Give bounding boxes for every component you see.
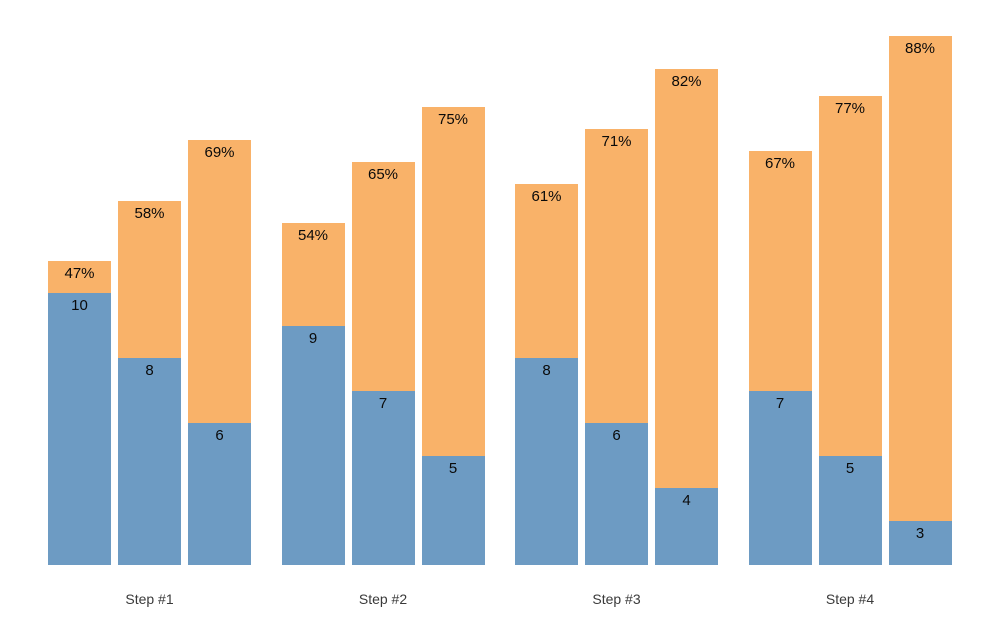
stacked-bar: 77% 5 xyxy=(818,96,882,565)
percent-label: 58% xyxy=(134,204,165,222)
orange-top-segment: 82% xyxy=(655,68,718,488)
blue-bottom-segment: 8 xyxy=(515,358,578,565)
value-label: 10 xyxy=(71,297,88,314)
stacked-bar: 71% 6 xyxy=(585,129,648,565)
value-label: 4 xyxy=(682,492,691,509)
orange-top-segment: 58% xyxy=(118,200,181,358)
orange-top-segment: 75% xyxy=(421,107,485,456)
stacked-bar: 75% 5 xyxy=(421,107,485,565)
value-label: 5 xyxy=(845,459,855,477)
percent-label: 75% xyxy=(437,111,469,128)
value-label: 3 xyxy=(915,524,925,542)
category-label: Step #3 xyxy=(592,591,641,607)
blue-bottom-segment: 5 xyxy=(421,455,485,565)
blue-bottom-segment: 5 xyxy=(818,455,882,565)
blue-bottom-segment: 4 xyxy=(655,488,718,565)
stacked-bar: 54% 9 xyxy=(281,222,345,565)
stacked-bar: 65% 7 xyxy=(351,162,415,565)
blue-bottom-segment: 9 xyxy=(281,325,345,565)
stacked-bar: 58% 8 xyxy=(118,200,181,565)
value-label: 8 xyxy=(145,362,154,379)
category-label: Step #4 xyxy=(825,591,875,607)
orange-top-segment: 71% xyxy=(585,129,648,423)
percent-label: 69% xyxy=(204,144,235,161)
value-label: 9 xyxy=(308,329,318,347)
blue-bottom-segment: 3 xyxy=(888,520,952,565)
stacked-bar: 61% 8 xyxy=(515,184,578,565)
percent-label: 47% xyxy=(64,265,95,282)
percent-label: 88% xyxy=(904,39,936,57)
blue-bottom-segment: 7 xyxy=(351,390,415,565)
value-label: 5 xyxy=(448,459,458,477)
stacked-bar: 67% 7 xyxy=(748,151,812,565)
blue-bottom-segment: 10 xyxy=(48,293,111,565)
blue-bottom-segment: 7 xyxy=(748,390,812,565)
value-label: 7 xyxy=(378,394,388,412)
orange-top-segment: 88% xyxy=(888,35,952,521)
orange-top-segment: 67% xyxy=(748,151,812,391)
percent-label: 77% xyxy=(834,100,866,117)
stacked-bar: 47% 10 xyxy=(48,261,111,565)
stacked-bar: 82% 4 xyxy=(655,68,718,565)
blue-bottom-segment: 8 xyxy=(118,358,181,565)
orange-top-segment: 77% xyxy=(818,96,882,456)
orange-top-segment: 47% xyxy=(48,261,111,293)
stacked-bar: 88% 3 xyxy=(888,35,952,565)
percent-label: 67% xyxy=(764,155,796,172)
blue-bottom-segment: 6 xyxy=(188,423,251,565)
percent-label: 65% xyxy=(367,166,399,183)
stacked-bar: 69% 6 xyxy=(188,140,251,565)
orange-top-segment: 61% xyxy=(515,184,578,358)
percent-label: 71% xyxy=(601,133,632,150)
percent-label: 54% xyxy=(297,226,329,244)
category-label: Step #2 xyxy=(358,591,408,607)
percent-label: 61% xyxy=(531,188,562,205)
orange-top-segment: 65% xyxy=(351,162,415,391)
value-label: 6 xyxy=(612,427,621,444)
category-label: Step #1 xyxy=(125,591,174,607)
orange-top-segment: 69% xyxy=(188,140,251,423)
value-label: 7 xyxy=(775,394,785,412)
orange-top-segment: 54% xyxy=(281,222,345,326)
value-label: 6 xyxy=(215,427,224,444)
percent-label: 82% xyxy=(671,72,702,90)
blue-bottom-segment: 6 xyxy=(585,423,648,565)
value-label: 8 xyxy=(542,362,551,379)
